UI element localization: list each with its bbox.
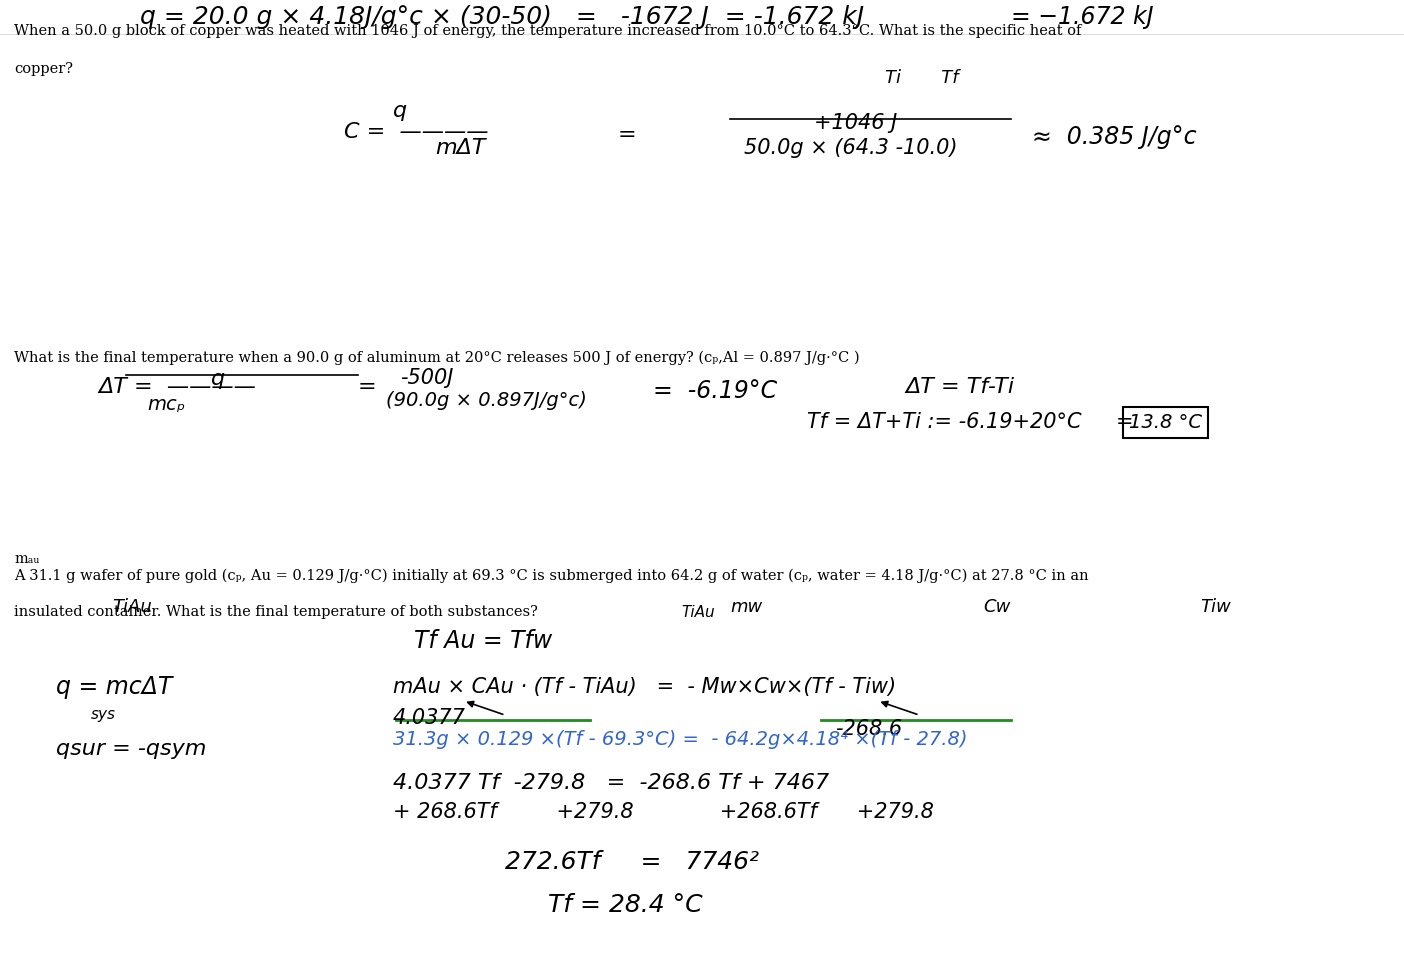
Text: sys: sys [91,707,117,722]
Text: = −1.672 kJ: = −1.672 kJ [1011,5,1154,29]
Text: ΔT =  ————: ΔT = ———— [98,377,256,397]
Text: mw: mw [730,598,762,616]
Text: 50.0g × (64.3 -10.0): 50.0g × (64.3 -10.0) [744,138,958,158]
Text: 4.0377: 4.0377 [393,708,466,728]
Text: q = mcΔT: q = mcΔT [56,675,173,699]
Text: When a 50.0 g block of copper was heated with 1046 J of energy, the temperature : When a 50.0 g block of copper was heated… [14,24,1081,38]
Text: =  -6.19°C: = -6.19°C [653,379,776,403]
Text: Tiw: Tiw [1200,598,1231,616]
Text: ≈  0.385 J/g°c: ≈ 0.385 J/g°c [1032,125,1196,149]
Text: 272.6Tf     =   7746²: 272.6Tf = 7746² [505,850,760,874]
Text: Tf = ΔT+Ti := -6.19+20°C: Tf = ΔT+Ti := -6.19+20°C [807,412,1082,432]
Text: Tf Au = Tfw: Tf Au = Tfw [414,629,552,653]
Text: Tf = 28.4 °C: Tf = 28.4 °C [548,893,702,917]
Text: Ti       Tf: Ti Tf [885,69,958,87]
Text: + 268.6Tf         +279.8             +268.6Tf      +279.8: + 268.6Tf +279.8 +268.6Tf +279.8 [393,802,934,822]
Text: TiAu: TiAu [681,605,715,620]
Text: -268.6: -268.6 [835,719,903,739]
Text: A 31.1 g wafer of pure gold (cₚ, Au = 0.129 J/g·°C) initially at 69.3 °C is subm: A 31.1 g wafer of pure gold (cₚ, Au = 0.… [14,568,1088,583]
Text: 31.3g × 0.129 ×(Tf - 69.3°C) =  - 64.2g×4.18⁴ ×(Tf - 27.8): 31.3g × 0.129 ×(Tf - 69.3°C) = - 64.2g×4… [393,730,967,749]
Text: qsur = -qsym: qsur = -qsym [56,739,206,759]
Text: =: = [1116,412,1133,432]
Text: Cw: Cw [983,598,1009,616]
Text: insulated container. What is the final temperature of both substances?: insulated container. What is the final t… [14,605,538,619]
Text: =: = [358,377,376,397]
Text: -500J: -500J [400,368,453,388]
Text: C =  ————: C = ———— [344,122,489,142]
Text: 13.8 °C: 13.8 °C [1129,413,1202,432]
Text: mΔT: mΔT [435,138,486,158]
Text: (90.0g × 0.897J/g°c): (90.0g × 0.897J/g°c) [386,391,587,410]
Text: 4.0377 Tf  -279.8   =  -268.6 Tf + 7467: 4.0377 Tf -279.8 = -268.6 Tf + 7467 [393,773,830,793]
Text: q: q [393,101,407,121]
Text: q: q [211,369,225,389]
Text: +1046 J: +1046 J [814,113,897,133]
Text: What is the final temperature when a 90.0 g of aluminum at 20°C releases 500 J o: What is the final temperature when a 90.… [14,350,859,365]
Text: mcₚ: mcₚ [147,395,185,414]
Text: mAu × CAu · (Tf - TiAu)   =  - Mw×Cw×(Tf - Tiw): mAu × CAu · (Tf - TiAu) = - Mw×Cw×(Tf - … [393,677,896,697]
Text: ΔT = Tf-Ti: ΔT = Tf-Ti [906,377,1015,397]
Text: TiAu: TiAu [112,598,152,616]
Text: q = 20.0 g × 4.18J/g°c × (30-50)   =   -1672 J  = -1.672 kJ: q = 20.0 g × 4.18J/g°c × (30-50) = -1672… [140,5,865,29]
Text: =: = [618,125,636,145]
Text: mₐᵤ: mₐᵤ [14,552,39,566]
Text: copper?: copper? [14,62,73,77]
